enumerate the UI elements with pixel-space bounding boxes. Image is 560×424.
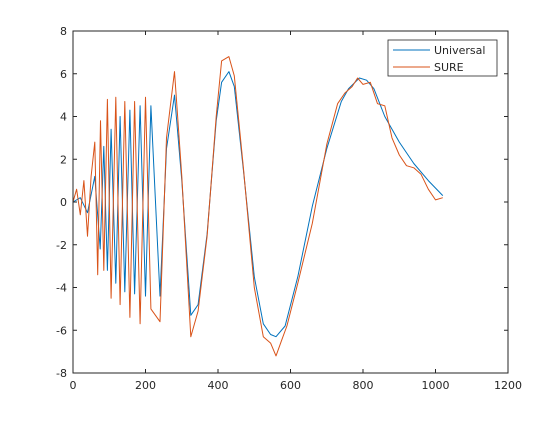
y-tick-label: -4 <box>56 282 67 295</box>
y-tick-label: 4 <box>60 111 67 124</box>
x-tick-label: 1200 <box>494 379 522 392</box>
x-tick-label: 800 <box>353 379 374 392</box>
legend-label-universal: Universal <box>434 44 485 57</box>
y-tick-label: 8 <box>60 25 67 38</box>
x-tick-label: 0 <box>70 379 77 392</box>
y-tick-label: -2 <box>56 239 67 252</box>
legend-label-sure: SURE <box>434 61 464 74</box>
y-tick-label: -8 <box>56 367 67 380</box>
x-tick-label: 400 <box>208 379 229 392</box>
x-tick-label: 1000 <box>422 379 450 392</box>
y-tick-label: -6 <box>56 324 67 337</box>
plot-area <box>73 31 508 373</box>
y-tick-label: 0 <box>60 196 67 209</box>
y-tick-label: 6 <box>60 68 67 81</box>
series-layer <box>72 56 444 357</box>
y-axis: -8 -6 -4 -2 0 2 4 6 8 <box>56 25 508 380</box>
x-tick-label: 200 <box>135 379 156 392</box>
x-axis: 0 200 400 600 800 1000 1200 <box>70 31 522 392</box>
legend-box <box>387 39 498 77</box>
series-line-sure <box>72 56 443 357</box>
legend: Universal SURE <box>387 39 498 77</box>
x-tick-label: 600 <box>280 379 301 392</box>
y-tick-label: 2 <box>60 153 67 166</box>
